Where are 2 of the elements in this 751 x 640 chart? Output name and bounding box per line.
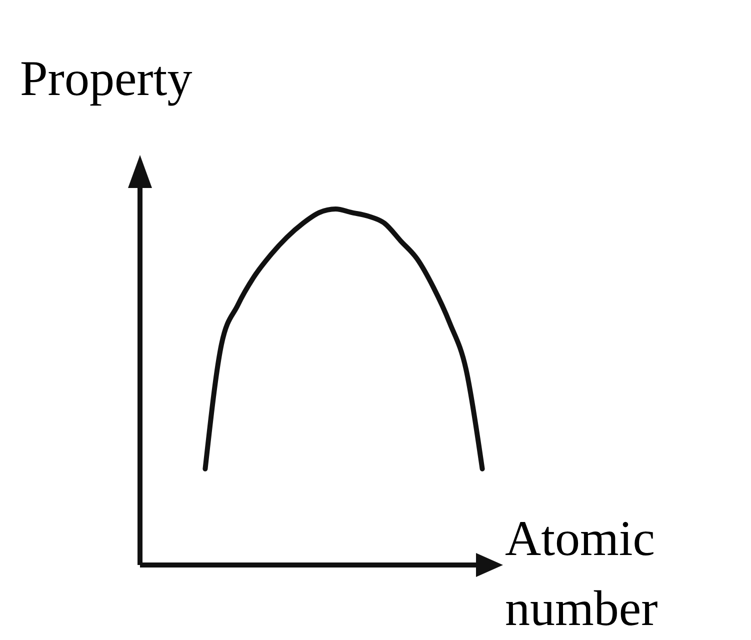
y-axis-title: Property xyxy=(20,50,192,106)
x-axis-title: Atomic number xyxy=(505,510,658,636)
